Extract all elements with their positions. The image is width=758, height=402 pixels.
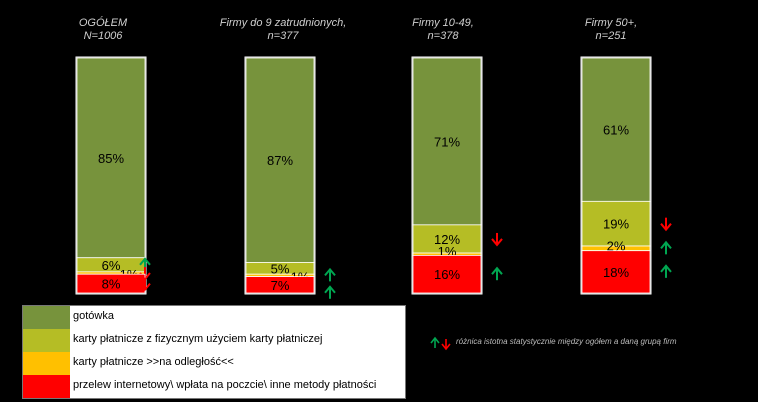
legend-swatch-transfer [23,375,70,398]
legend: gotówka karty płatnicze z fizycznym użyc… [22,305,406,399]
bar-frame-1 [244,56,316,295]
bar-label-cash-2: 71% [434,134,460,149]
bar-label-card-physical-3: 19% [603,217,629,232]
legend-label-card-physical: karty płatnicze z fizycznym użyciem kart… [73,333,323,345]
bar-segment-cash-0 [76,57,146,259]
legend-item-transfer: przelew internetowy\ wpłata na poczcie\ … [23,375,405,398]
legend-swatch-card-remote [23,352,70,375]
category-title-0: OGÓŁEM [78,17,128,29]
category-header-3: Firmy 50+, n=251 [536,17,686,43]
bar-label-transfer-0: 8% [102,277,121,292]
bar-label-card-physical-0: 6% [102,258,121,273]
bar-segment-transfer-3 [581,250,651,294]
bar-frame-2 [411,56,483,295]
significance-up-arrow-icon [660,240,672,255]
category-title-3: Firmy 50+, [584,17,638,29]
bar-label-cash-1: 87% [267,153,293,168]
legend-item-card-physical: karty płatnicze z fizycznym użyciem kart… [23,329,405,352]
category-title-1: Firmy do 9 zatrudnionych, [219,17,347,29]
bar-segment-cash-3 [581,57,651,202]
category-n-3: n=251 [595,30,627,42]
significance-down-arrow-icon [139,277,151,292]
bar-label-transfer-1: 7% [271,278,290,293]
legend-item-card-remote: karty płatnicze >>na odległość<< [23,352,405,375]
legend-swatch-card-physical [23,329,70,352]
bar-frame-0 [75,56,147,295]
bar-label-transfer-3: 18% [603,265,629,280]
bar-label-cash-3: 61% [603,123,629,138]
significance-down-arrow-icon [491,232,503,247]
category-header-0: OGÓŁEM N=1006 [28,17,178,43]
category-title-2: Firmy 10-49, [412,17,474,29]
legend-down-arrow-icon [441,339,451,351]
category-n-0: N=1006 [83,30,123,42]
significance-up-arrow-icon [491,266,503,281]
category-header-1: Firmy do 9 zatrudnionych, n=377 [208,17,358,43]
bar-segment-cash-1 [245,57,315,263]
bar-label-card-physical-1: 5% [271,261,290,276]
bar-segment-transfer-1 [245,276,315,294]
legend-note: różnica istotna statystycznie między ogó… [456,337,677,346]
legend-label-transfer: przelew internetowy\ wpłata na poczcie\ … [73,379,377,391]
significance-down-arrow-icon [660,217,672,232]
category-n-1: n=377 [267,30,299,42]
legend-label-card-remote: karty płatnicze >>na odległość<< [73,356,234,368]
category-n-2: n=378 [427,30,459,42]
significance-up-arrow-icon [660,264,672,278]
category-header-2: Firmy 10-49, n=378 [368,17,518,43]
bar-label-cash-0: 85% [98,151,124,166]
legend-item-cash: gotówka [23,306,405,329]
bar-label-transfer-2: 16% [434,267,460,282]
bar-label-card-physical-2: 12% [434,232,460,247]
bar-segment-card-physical-3 [581,200,651,247]
legend-swatch-cash [23,306,70,329]
bar-label-card-remote-3: 2% [607,238,626,253]
significance-up-arrow-icon [324,285,336,299]
bar-segment-transfer-2 [412,254,482,294]
bar-frame-3 [580,56,652,295]
legend-up-arrow-icon [430,336,440,348]
bar-segment-cash-2 [412,57,482,226]
significance-up-arrow-icon [324,267,336,282]
legend-label-cash: gotówka [73,310,114,322]
